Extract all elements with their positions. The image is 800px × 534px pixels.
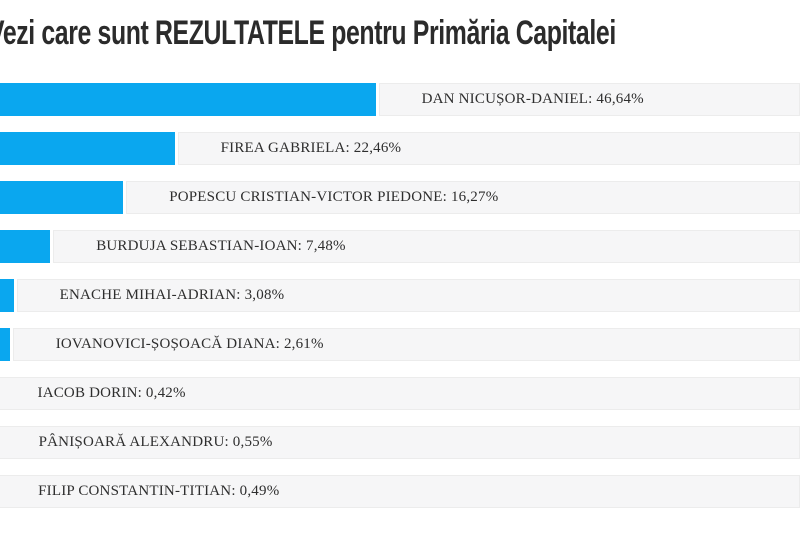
bar-gap <box>9 328 13 362</box>
bar-gap <box>375 83 379 117</box>
result-label: FIREA GABRIELA: 22,46% <box>220 140 402 157</box>
result-row: BURDUJA SEBASTIAN-IOAN: 7,48% <box>0 230 800 264</box>
result-row: IACOB DORIN: 0,42% <box>0 377 800 411</box>
result-track: ENACHE MIHAI-ADRIAN: 3,08% <box>16 279 800 313</box>
result-row: POPESCU CRISTIAN-VICTOR PIEDONE: 16,27% <box>0 181 800 215</box>
result-label: ENACHE MIHAI-ADRIAN: 3,08% <box>59 287 285 304</box>
result-row: PÂNIȘOARĂ ALEXANDRU: 0,55% <box>0 426 800 460</box>
result-label: PÂNIȘOARĂ ALEXANDRU: 0,55% <box>38 434 273 451</box>
result-track: BURDUJA SEBASTIAN-IOAN: 7,48% <box>53 230 800 264</box>
result-row: DAN NICUȘOR-DANIEL: 46,64% <box>0 83 800 117</box>
result-bar <box>0 132 175 166</box>
result-label: IOVANOVICI-ȘOȘOACĂ DIANA: 2,61% <box>55 336 324 353</box>
result-label: IACOB DORIN: 0,42% <box>37 385 186 402</box>
result-track: DAN NICUȘOR-DANIEL: 46,64% <box>378 83 800 117</box>
result-bar <box>0 279 14 313</box>
result-bar <box>0 230 51 264</box>
result-label: FILIP CONSTANTIN-TITIAN: 0,49% <box>38 483 280 500</box>
result-track: IOVANOVICI-ȘOȘOACĂ DIANA: 2,61% <box>12 328 800 362</box>
result-track: PÂNIȘOARĂ ALEXANDRU: 0,55% <box>0 426 800 460</box>
result-track: IACOB DORIN: 0,42% <box>0 377 800 411</box>
result-label: DAN NICUȘOR-DANIEL: 46,64% <box>421 91 644 108</box>
result-label: POPESCU CRISTIAN-VICTOR PIEDONE: 16,27% <box>169 189 499 206</box>
results-bar-chart: DAN NICUȘOR-DANIEL: 46,64% FIREA GABRIELA… <box>0 83 800 509</box>
page-title: Vezi care sunt REZULTATELE pentru Primăr… <box>0 14 616 52</box>
bar-gap <box>174 132 178 166</box>
results-widget: Vezi care sunt REZULTATELE pentru Primăr… <box>0 14 800 509</box>
result-row: FIREA GABRIELA: 22,46% <box>0 132 800 166</box>
result-track: FILIP CONSTANTIN-TITIAN: 0,49% <box>0 475 800 509</box>
bar-gap <box>50 230 54 264</box>
result-label: BURDUJA SEBASTIAN-IOAN: 7,48% <box>96 238 346 255</box>
result-bar <box>0 181 124 215</box>
result-track: FIREA GABRIELA: 22,46% <box>177 132 800 166</box>
result-row: FILIP CONSTANTIN-TITIAN: 0,49% <box>0 475 800 509</box>
bar-gap <box>123 181 127 215</box>
result-bar <box>0 83 376 117</box>
result-track: POPESCU CRISTIAN-VICTOR PIEDONE: 16,27% <box>126 181 800 215</box>
result-row: IOVANOVICI-ȘOȘOACĂ DIANA: 2,61% <box>0 328 800 362</box>
result-row: ENACHE MIHAI-ADRIAN: 3,08% <box>0 279 800 313</box>
result-bar <box>0 328 10 362</box>
bar-gap <box>13 279 17 313</box>
